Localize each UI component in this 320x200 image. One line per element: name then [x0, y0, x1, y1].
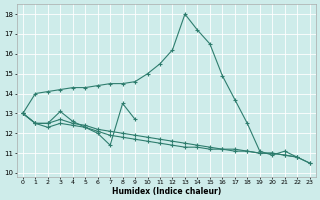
X-axis label: Humidex (Indice chaleur): Humidex (Indice chaleur): [112, 187, 221, 196]
